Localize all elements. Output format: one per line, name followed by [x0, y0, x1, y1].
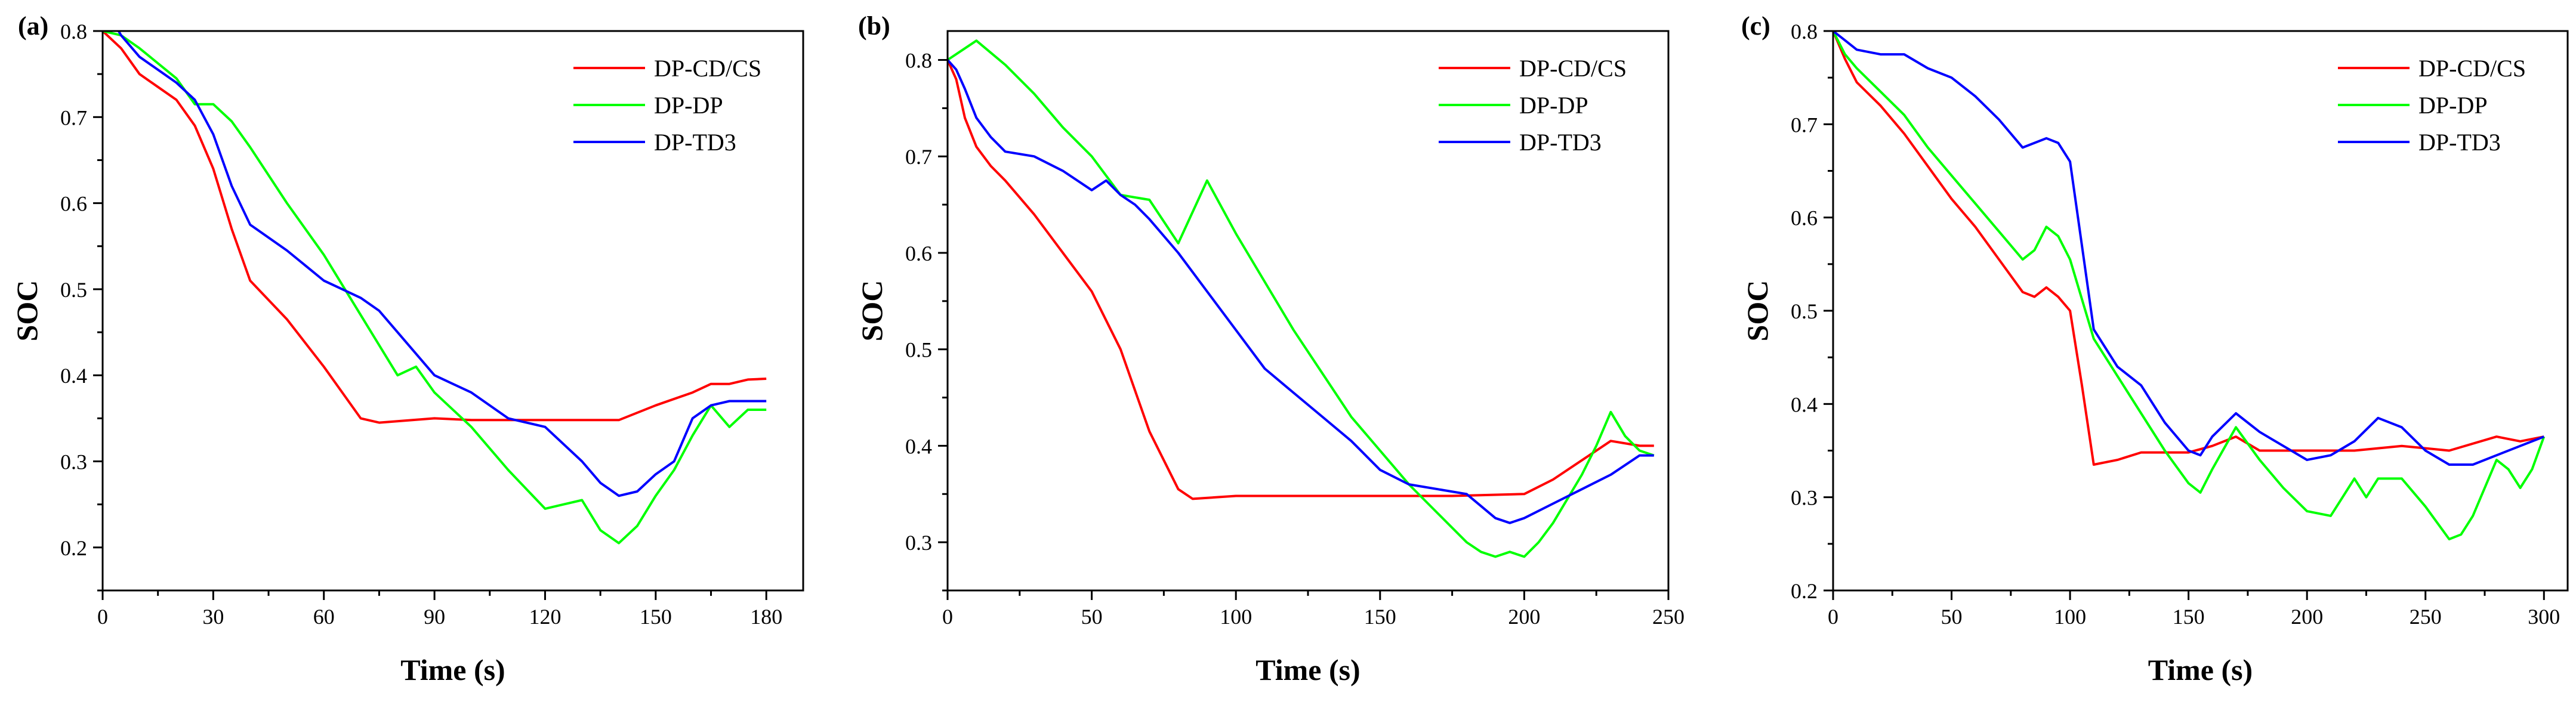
y-tick-label: 0.2 — [60, 536, 87, 560]
y-tick-label: 0.5 — [905, 338, 932, 362]
y-tick-label: 0.6 — [905, 242, 932, 265]
x-tick-label: 120 — [529, 605, 561, 629]
y-tick-label: 0.8 — [905, 49, 932, 73]
y-tick-label: 0.5 — [1791, 299, 1818, 323]
y-tick-label: 0.6 — [60, 192, 87, 216]
legend-label: DP-CD/CS — [654, 55, 761, 82]
legend-label: DP-TD3 — [2418, 129, 2501, 156]
chart-panel-c: 0 50 100 150 200 250 300 0.2 0.3 0.4 0.5 0.6 0.7 0.8 T… — [1741, 11, 2569, 686]
x-tick-label: 250 — [2410, 605, 2442, 629]
series-line-dp-td3 — [948, 59, 1654, 524]
y-axis-title: SOC — [1741, 280, 1774, 342]
y-axis-title: SOC — [855, 280, 889, 342]
x-tick-label: 30 — [202, 605, 224, 629]
x-tick-label: 200 — [1508, 605, 1540, 629]
x-tick-label: 50 — [1941, 605, 1963, 629]
legend-label: DP-DP — [2418, 92, 2488, 119]
y-tick-label: 0.5 — [60, 278, 87, 302]
legend-label: DP-DP — [1519, 92, 1588, 119]
series-line-dp-td3 — [103, 31, 767, 497]
x-tick-label: 60 — [313, 605, 335, 629]
x-tick-label: 150 — [1364, 605, 1396, 629]
y-tick-label: 0.4 — [905, 434, 932, 458]
panel-label: (a) — [18, 11, 48, 41]
x-tick-label: 150 — [2173, 605, 2205, 629]
x-axis-title: Time (s) — [2148, 653, 2253, 686]
y-tick-label: 0.3 — [60, 450, 87, 474]
y-tick-label: 0.7 — [60, 106, 87, 129]
x-tick-label: 200 — [2291, 605, 2323, 629]
series-line-dp-td3 — [1833, 31, 2545, 466]
series-line-dp-cd-cs — [103, 31, 767, 424]
x-tick-label: 0 — [97, 605, 108, 629]
x-tick-label: 50 — [1081, 605, 1103, 629]
x-axis-title: Time (s) — [400, 653, 505, 686]
legend-label: DP-TD3 — [654, 129, 736, 156]
x-tick-label: 0 — [1828, 605, 1838, 629]
series-line-dp-dp — [1833, 31, 2546, 540]
y-tick-label: 0.2 — [1791, 579, 1818, 603]
legend-label: DP-CD/CS — [2418, 55, 2526, 82]
series-line-dp-dp — [103, 31, 767, 545]
x-tick-label: 300 — [2528, 605, 2560, 629]
plot-frame — [101, 30, 804, 592]
x-tick-label: 0 — [942, 605, 953, 629]
y-tick-label: 0.8 — [1791, 20, 1818, 44]
y-tick-label: 0.3 — [905, 531, 932, 555]
panel-label: (b) — [858, 11, 890, 41]
x-tick-label: 250 — [1652, 605, 1685, 629]
y-tick-label: 0.6 — [1791, 206, 1818, 230]
legend-label: DP-DP — [654, 92, 723, 119]
y-tick-label: 0.8 — [60, 20, 87, 44]
legend-label: DP-CD/CS — [1519, 55, 1627, 82]
x-tick-label: 100 — [1220, 605, 1252, 629]
series-line-dp-cd-cs — [948, 59, 1654, 500]
legend-label: DP-TD3 — [1519, 129, 1602, 156]
y-tick-label: 0.7 — [1791, 113, 1818, 137]
x-tick-label: 90 — [424, 605, 445, 629]
panel-label: (c) — [1741, 11, 1770, 41]
x-tick-label: 100 — [2054, 605, 2086, 629]
y-tick-label: 0.4 — [60, 364, 87, 388]
chart-panel-a: 0 30 60 90 120 150 180 0.2 0.3 0.4 0.5 0.6 0.7 0.8 Tim… — [10, 11, 804, 686]
series-line-dp-dp — [948, 39, 1655, 558]
y-tick-label: 0.4 — [1791, 392, 1818, 416]
x-axis-title: Time (s) — [1255, 653, 1360, 686]
y-tick-label: 0.7 — [905, 145, 932, 169]
y-axis-title: SOC — [10, 280, 44, 342]
chart-panel-b: 0 50 100 150 200 250 0.3 0.4 0.5 0.6 0.7 0.8 Time (s… — [855, 11, 1685, 686]
x-tick-label: 150 — [640, 605, 672, 629]
x-tick-label: 180 — [750, 605, 782, 629]
series-line-dp-cd-cs — [1833, 31, 2544, 466]
y-tick-label: 0.3 — [1791, 486, 1818, 510]
